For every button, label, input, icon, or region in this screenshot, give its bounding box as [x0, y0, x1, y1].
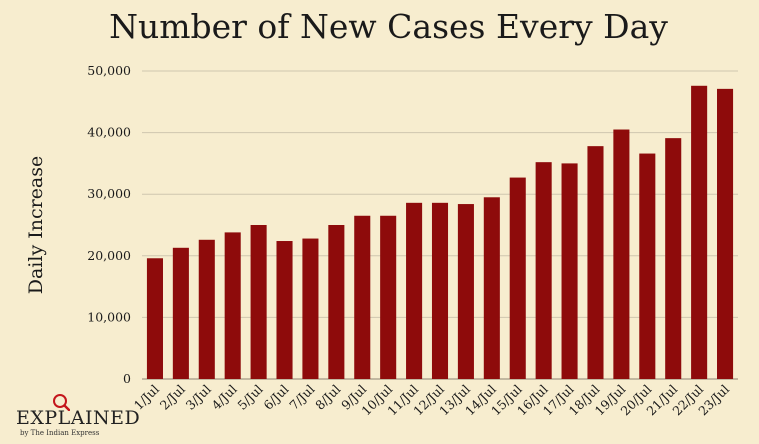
- bar: [250, 225, 267, 379]
- logo-subtext: by The Indian Express: [20, 429, 100, 437]
- bar: [535, 162, 552, 379]
- bar: [717, 88, 734, 379]
- bar: [172, 247, 189, 379]
- y-axis-label: Daily Increase: [25, 156, 47, 295]
- bar: [691, 85, 708, 379]
- y-tick-label: 20,000: [87, 248, 131, 263]
- bar: [302, 238, 319, 379]
- y-tick-label: 0: [123, 371, 131, 386]
- bar: [146, 258, 163, 379]
- y-tick-label: 30,000: [87, 186, 131, 201]
- bar: [380, 215, 397, 379]
- logo-text: EXPLAINED: [16, 407, 141, 429]
- y-tick-label: 10,000: [87, 309, 131, 324]
- bar: [328, 225, 345, 379]
- explained-logo: EXPLAINED by The Indian Express: [16, 393, 140, 439]
- y-tick-label: 50,000: [87, 63, 131, 78]
- bar: [198, 239, 215, 379]
- bar: [483, 197, 500, 379]
- bar: [665, 138, 682, 379]
- bar: [639, 153, 656, 379]
- bar: [431, 202, 449, 379]
- bar: [587, 146, 604, 379]
- magnifier-icon: [53, 394, 70, 411]
- chart-title: Number of New Cases Every Day: [109, 7, 668, 46]
- bar: [224, 232, 241, 379]
- bar: [457, 204, 474, 379]
- y-tick-label: 40,000: [87, 125, 131, 140]
- bar: [509, 177, 526, 379]
- bar: [561, 163, 578, 379]
- bar: [613, 129, 630, 379]
- bar: [354, 215, 371, 379]
- bar: [276, 241, 293, 379]
- bar: [406, 202, 423, 379]
